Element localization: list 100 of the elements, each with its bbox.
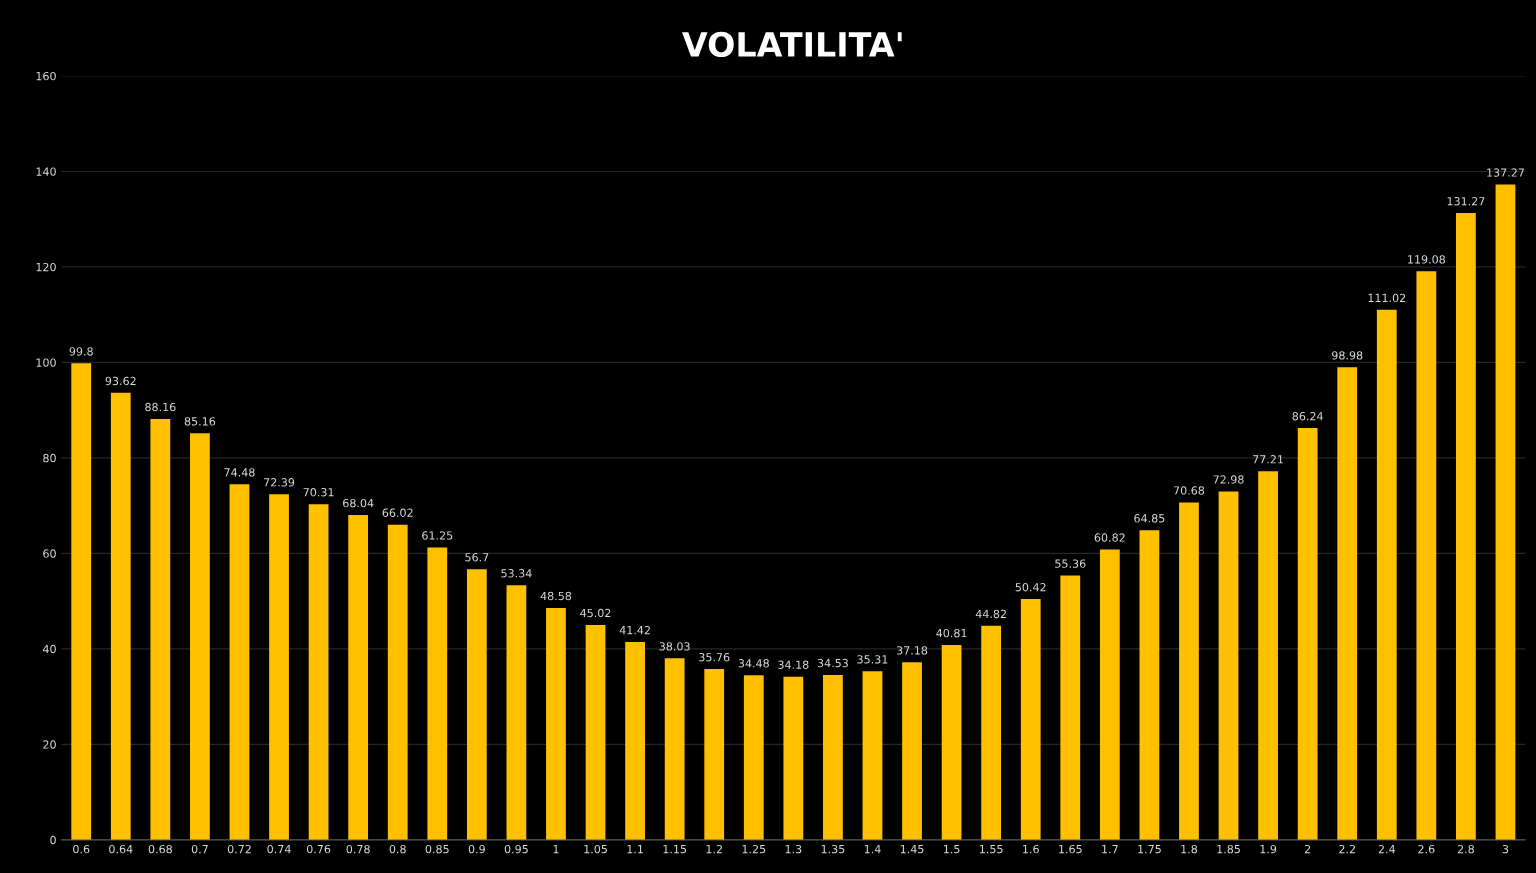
x-tick-label: 0.76 xyxy=(306,844,331,854)
data-label: 37.18 xyxy=(896,646,928,655)
bar xyxy=(902,662,922,840)
data-label: 56.7 xyxy=(465,553,489,562)
x-tick-label: 0.68 xyxy=(148,844,172,854)
data-label: 88.16 xyxy=(145,402,176,412)
data-label: 45.02 xyxy=(580,608,611,618)
bar xyxy=(71,363,92,840)
x-tick-label: 1.8 xyxy=(1181,844,1198,854)
data-label: 85.16 xyxy=(184,417,216,426)
x-tick-label: 0.6 xyxy=(73,844,90,854)
data-label: 35.31 xyxy=(857,655,888,664)
y-tick-label: 120 xyxy=(36,262,56,272)
data-label: 137.27 xyxy=(1487,168,1524,177)
x-tick-label: 1.15 xyxy=(663,845,687,854)
y-tick-label: 40 xyxy=(42,644,56,654)
data-label: 44.82 xyxy=(975,609,1006,619)
data-label: 34.18 xyxy=(778,660,809,669)
data-label: 61.25 xyxy=(422,531,453,540)
x-tick-label: 0.95 xyxy=(504,844,528,854)
data-label: 68.04 xyxy=(343,498,374,508)
x-tick-label: 1.65 xyxy=(1059,844,1082,854)
data-label: 131.27 xyxy=(1447,197,1485,206)
bar xyxy=(506,585,527,840)
data-label: 40.81 xyxy=(936,628,967,638)
x-tick-label: 1.2 xyxy=(706,844,722,854)
x-tick-label: 1.4 xyxy=(864,845,881,854)
x-tick-label: 0.8 xyxy=(389,844,406,854)
data-label: 93.62 xyxy=(105,376,136,386)
x-tick-label: 1.7 xyxy=(1102,845,1118,854)
bar xyxy=(1495,184,1516,840)
data-label: 34.53 xyxy=(817,658,848,668)
bar xyxy=(1099,549,1120,840)
bar xyxy=(546,607,566,840)
bar xyxy=(466,569,487,840)
x-tick-label: 1.55 xyxy=(980,845,1003,854)
bar xyxy=(427,547,448,840)
y-tick-label: 20 xyxy=(43,740,56,749)
x-tick-label: 1.5 xyxy=(943,845,960,854)
data-label: 34.48 xyxy=(738,659,769,668)
x-tick-label: 2.8 xyxy=(1457,844,1474,854)
bar xyxy=(150,418,171,840)
data-label: 86.24 xyxy=(1292,411,1323,421)
data-label: 98.98 xyxy=(1332,351,1363,360)
y-tick-label: 100 xyxy=(36,358,56,367)
data-label: 48.58 xyxy=(540,591,572,601)
x-tick-label: 2.4 xyxy=(1378,844,1395,854)
x-tick-label: 1.6 xyxy=(1023,844,1039,854)
data-label: 53.34 xyxy=(501,569,532,578)
data-label: 72.98 xyxy=(1213,475,1244,484)
bar xyxy=(110,392,131,840)
data-label: 50.42 xyxy=(1015,583,1046,592)
x-tick-label: 1.75 xyxy=(1138,845,1161,854)
bar xyxy=(229,484,250,840)
bar xyxy=(704,669,725,840)
x-tick-label: 1.45 xyxy=(900,845,924,854)
data-label: 70.68 xyxy=(1173,486,1205,495)
data-label: 99.8 xyxy=(69,347,93,356)
bar xyxy=(823,674,843,840)
x-tick-label: 0.72 xyxy=(227,844,251,854)
x-tick-label: 1.25 xyxy=(742,844,766,854)
bar xyxy=(625,642,645,840)
bar xyxy=(783,676,804,840)
x-tick-label: 2 xyxy=(1304,844,1311,854)
bar xyxy=(190,433,210,840)
data-label: 77.21 xyxy=(1253,455,1283,464)
bar xyxy=(1218,491,1239,840)
bar xyxy=(387,524,408,840)
y-tick-label: 60 xyxy=(43,549,56,558)
x-tick-label: 0.85 xyxy=(425,844,449,854)
bar xyxy=(981,625,1002,840)
y-tick-label: 140 xyxy=(36,167,56,176)
data-label: 72.39 xyxy=(264,478,295,487)
chart-title: VOLATILITA' xyxy=(682,31,902,57)
x-tick-label: 1.3 xyxy=(785,844,802,854)
bar xyxy=(1060,575,1081,840)
x-tick-label: 0.7 xyxy=(191,844,208,854)
x-tick-label: 2.2 xyxy=(1339,844,1355,854)
bar xyxy=(1337,367,1358,840)
y-tick-label: 80 xyxy=(43,453,56,463)
data-label: 64.85 xyxy=(1134,514,1165,523)
data-label: 111.02 xyxy=(1368,293,1406,303)
bar xyxy=(585,624,606,840)
x-tick-label: 1.05 xyxy=(584,844,607,854)
x-tick-label: 1.1 xyxy=(627,845,643,854)
bar xyxy=(1020,599,1041,840)
bar xyxy=(348,514,369,840)
data-label: 35.76 xyxy=(699,652,730,662)
bar xyxy=(862,671,883,840)
y-tick-label: 0 xyxy=(50,835,56,845)
x-tick-label: 0.9 xyxy=(468,844,485,854)
x-tick-label: 1.9 xyxy=(1260,844,1277,854)
bar xyxy=(1416,271,1437,840)
x-tick-label: 2.6 xyxy=(1418,844,1435,854)
bar xyxy=(1297,428,1318,840)
x-tick-label: 1.85 xyxy=(1217,844,1240,854)
x-tick-label: 0.74 xyxy=(267,844,291,854)
data-label: 38.03 xyxy=(659,642,690,651)
bar xyxy=(664,658,685,840)
bar xyxy=(1258,471,1278,840)
